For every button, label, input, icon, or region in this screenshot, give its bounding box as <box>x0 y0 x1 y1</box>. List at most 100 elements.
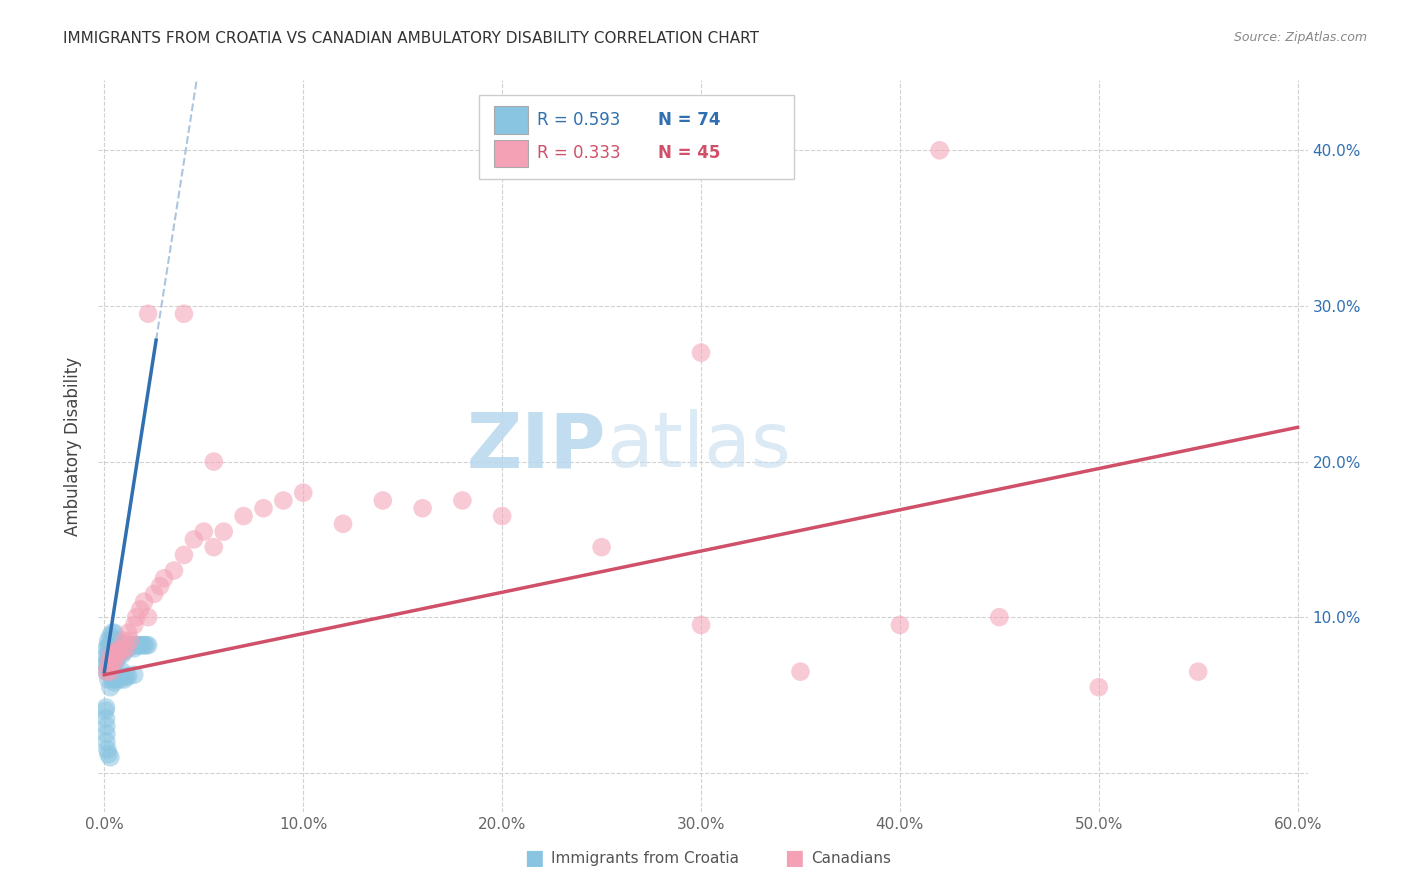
Point <box>105 654 128 668</box>
Point <box>111 665 134 679</box>
Point <box>117 669 139 683</box>
Point <box>98 649 121 664</box>
Point <box>112 644 135 658</box>
Point <box>98 665 121 679</box>
Point <box>96 654 118 668</box>
Text: ■: ■ <box>785 848 804 868</box>
Text: R = 0.593: R = 0.593 <box>537 111 620 128</box>
Point <box>96 719 118 733</box>
Point <box>111 641 134 656</box>
Point <box>103 644 125 658</box>
Point <box>134 594 156 608</box>
Point <box>105 638 128 652</box>
Point <box>134 638 156 652</box>
Point <box>103 625 125 640</box>
Text: N = 74: N = 74 <box>658 111 721 128</box>
Text: atlas: atlas <box>606 409 792 483</box>
Point <box>101 641 124 656</box>
Point <box>117 625 139 640</box>
Point <box>252 501 274 516</box>
Point <box>97 657 120 671</box>
Point <box>988 610 1011 624</box>
Point <box>136 638 159 652</box>
Point <box>129 638 152 652</box>
Point <box>412 501 434 516</box>
Point <box>103 633 125 648</box>
Point <box>273 493 295 508</box>
Point <box>96 649 118 664</box>
Point <box>98 638 121 652</box>
Point <box>103 657 125 671</box>
Point <box>107 669 129 683</box>
Point <box>153 571 176 585</box>
Point <box>97 673 120 687</box>
Point <box>193 524 215 539</box>
Point <box>101 673 124 687</box>
Point <box>135 638 157 652</box>
Point <box>173 548 195 562</box>
Point <box>101 633 124 648</box>
Point <box>103 654 125 668</box>
Point <box>96 727 118 741</box>
Point <box>127 638 149 652</box>
Point <box>125 638 148 652</box>
Point <box>105 673 128 687</box>
Bar <box>494 139 527 168</box>
Point <box>110 638 132 652</box>
Point <box>101 654 124 668</box>
Point <box>115 641 138 656</box>
Point <box>232 509 254 524</box>
Point <box>183 533 205 547</box>
Point <box>101 657 124 671</box>
Point <box>96 742 118 756</box>
Point <box>110 673 132 687</box>
Point <box>115 641 138 656</box>
Point <box>292 485 315 500</box>
Point <box>103 675 125 690</box>
Point <box>111 648 134 662</box>
Point <box>96 665 118 679</box>
Point <box>94 711 117 725</box>
Text: Source: ZipAtlas.com: Source: ZipAtlas.com <box>1233 31 1367 45</box>
Point <box>96 660 118 674</box>
Text: IMMIGRANTS FROM CROATIA VS CANADIAN AMBULATORY DISABILITY CORRELATION CHART: IMMIGRANTS FROM CROATIA VS CANADIAN AMBU… <box>63 31 759 46</box>
Point <box>107 649 129 664</box>
Point <box>98 750 121 764</box>
Point <box>94 700 117 714</box>
Point <box>97 665 120 679</box>
Point <box>96 641 118 656</box>
Point <box>103 641 125 656</box>
Point <box>371 493 394 508</box>
Point <box>98 657 121 671</box>
Point <box>117 641 139 656</box>
Point <box>202 454 225 468</box>
Point <box>97 649 120 664</box>
Point <box>122 618 145 632</box>
Point <box>121 638 143 652</box>
Point <box>125 610 148 624</box>
Point <box>96 734 118 748</box>
Point <box>101 625 124 640</box>
Point <box>491 509 513 524</box>
Point <box>112 633 135 648</box>
Point <box>107 633 129 648</box>
Text: N = 45: N = 45 <box>658 145 721 162</box>
Point <box>94 704 117 718</box>
Bar <box>479 95 793 179</box>
Point <box>120 638 142 652</box>
Y-axis label: Ambulatory Disability: Ambulatory Disability <box>65 357 83 535</box>
Point <box>120 633 142 648</box>
Bar <box>494 106 527 134</box>
Point <box>105 649 128 664</box>
Point <box>97 633 120 648</box>
Point <box>212 524 235 539</box>
Text: ■: ■ <box>524 848 544 868</box>
Point <box>122 641 145 656</box>
Point <box>101 660 124 674</box>
Point <box>690 618 713 632</box>
Point <box>111 644 134 658</box>
Point <box>136 307 159 321</box>
Point <box>103 649 125 664</box>
Point <box>97 657 120 671</box>
Point <box>143 587 166 601</box>
